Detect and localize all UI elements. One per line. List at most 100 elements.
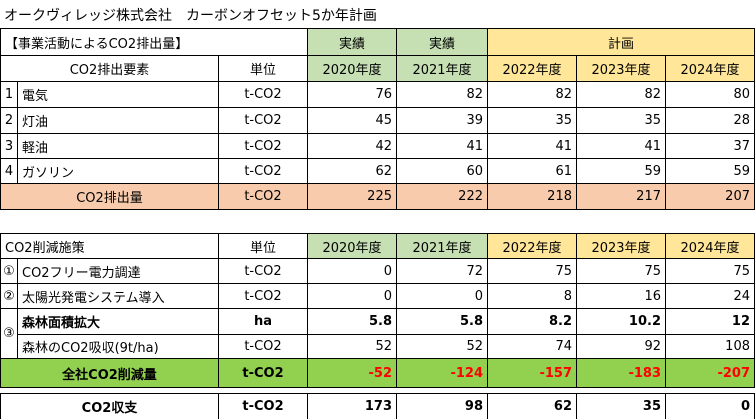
value: -124 xyxy=(396,358,488,388)
value: -183 xyxy=(576,358,666,388)
value: 92 xyxy=(576,334,666,359)
column-header: 2022年度 xyxy=(487,55,577,82)
column-header: 2020年度 xyxy=(307,233,397,259)
group-header: 計画 xyxy=(487,28,755,56)
row-number: ③ xyxy=(0,308,18,359)
unit: t-CO2 xyxy=(218,358,308,388)
value: 39 xyxy=(396,107,488,134)
value: 0 xyxy=(307,258,397,284)
row-label: 軽油 xyxy=(17,133,219,159)
column-header: 単位 xyxy=(218,55,308,82)
unit: t-CO2 xyxy=(218,133,308,159)
value: 108 xyxy=(665,334,755,359)
value: 35 xyxy=(487,107,577,134)
value: 80 xyxy=(665,81,755,108)
table-heading: 【事業活動によるCO2排出量】 xyxy=(0,28,308,56)
value: 76 xyxy=(307,81,397,108)
sheet-title: オークヴィレッジ株式会社 カーボンオフセット5か年計画 xyxy=(4,8,377,24)
value: 0 xyxy=(307,283,397,309)
value: 24 xyxy=(665,283,755,309)
value: 61 xyxy=(487,158,577,184)
value: 225 xyxy=(307,183,397,210)
unit: t-CO2 xyxy=(218,107,308,134)
value: 62 xyxy=(487,393,577,419)
value: 35 xyxy=(576,107,666,134)
value: 74 xyxy=(487,334,577,359)
value: 218 xyxy=(487,183,577,210)
row-label: CO2排出量 xyxy=(0,183,219,210)
value: 41 xyxy=(396,133,488,159)
value: -52 xyxy=(307,358,397,388)
value: 59 xyxy=(665,158,755,184)
column-header: CO2排出要素 xyxy=(0,55,219,82)
column-header: 2024年度 xyxy=(665,55,755,82)
value: -157 xyxy=(487,358,577,388)
row-number: ① xyxy=(0,258,18,284)
unit: t-CO2 xyxy=(218,393,308,419)
value: 52 xyxy=(307,334,397,359)
group-header: 実績 xyxy=(396,28,488,56)
unit: t-CO2 xyxy=(218,158,308,184)
value: 10.2 xyxy=(576,308,666,335)
value: 5.8 xyxy=(307,308,397,335)
unit: t-CO2 xyxy=(218,81,308,108)
row-label: CO2収支 xyxy=(0,393,219,419)
value: 82 xyxy=(576,81,666,108)
value: 173 xyxy=(307,393,397,419)
value: 42 xyxy=(307,133,397,159)
column-header: 2022年度 xyxy=(487,233,577,259)
column-header: 単位 xyxy=(218,233,308,259)
column-header: 2021年度 xyxy=(396,55,488,82)
value: 75 xyxy=(665,258,755,284)
value: 62 xyxy=(307,158,397,184)
value: 207 xyxy=(665,183,755,210)
unit: t-CO2 xyxy=(218,183,308,210)
row-label: 灯油 xyxy=(17,107,219,134)
column-header: 2021年度 xyxy=(396,233,488,259)
value: -207 xyxy=(665,358,755,388)
value: 98 xyxy=(396,393,488,419)
value: 75 xyxy=(487,258,577,284)
value: 59 xyxy=(576,158,666,184)
value: 0 xyxy=(396,283,488,309)
value: 217 xyxy=(576,183,666,210)
value: 28 xyxy=(665,107,755,134)
value: 41 xyxy=(576,133,666,159)
row-label: 太陽光発電システム導入 xyxy=(17,283,219,309)
column-header: 2023年度 xyxy=(576,233,666,259)
row-number: 1 xyxy=(0,81,18,108)
group-header: 実績 xyxy=(307,28,397,56)
value: 35 xyxy=(576,393,666,419)
value: 72 xyxy=(396,258,488,284)
value: 45 xyxy=(307,107,397,134)
value: 16 xyxy=(576,283,666,309)
value: 8 xyxy=(487,283,577,309)
row-label: 森林のCO2吸収(9t/ha) xyxy=(17,334,219,359)
row-number: 2 xyxy=(0,107,18,134)
row-label: ガソリン xyxy=(17,158,219,184)
row-label: CO2フリー電力調達 xyxy=(17,258,219,284)
row-number: ② xyxy=(0,283,18,309)
row-number: 3 xyxy=(0,133,18,159)
row-label: 電気 xyxy=(17,81,219,108)
value: 5.8 xyxy=(396,308,488,335)
unit: t-CO2 xyxy=(218,334,308,359)
unit: t-CO2 xyxy=(218,258,308,284)
value: 0 xyxy=(665,393,755,419)
unit: t-CO2 xyxy=(218,283,308,309)
column-header: 2023年度 xyxy=(576,55,666,82)
row-label: 全社CO2削減量 xyxy=(0,358,219,388)
column-header: CO2削減施策 xyxy=(0,233,219,259)
value: 52 xyxy=(396,334,488,359)
value: 41 xyxy=(487,133,577,159)
column-header: 2020年度 xyxy=(307,55,397,82)
value: 222 xyxy=(396,183,488,210)
value: 37 xyxy=(665,133,755,159)
value: 82 xyxy=(487,81,577,108)
value: 82 xyxy=(396,81,488,108)
value: 8.2 xyxy=(487,308,577,335)
column-header: 2024年度 xyxy=(665,233,755,259)
value: 60 xyxy=(396,158,488,184)
value: 75 xyxy=(576,258,666,284)
